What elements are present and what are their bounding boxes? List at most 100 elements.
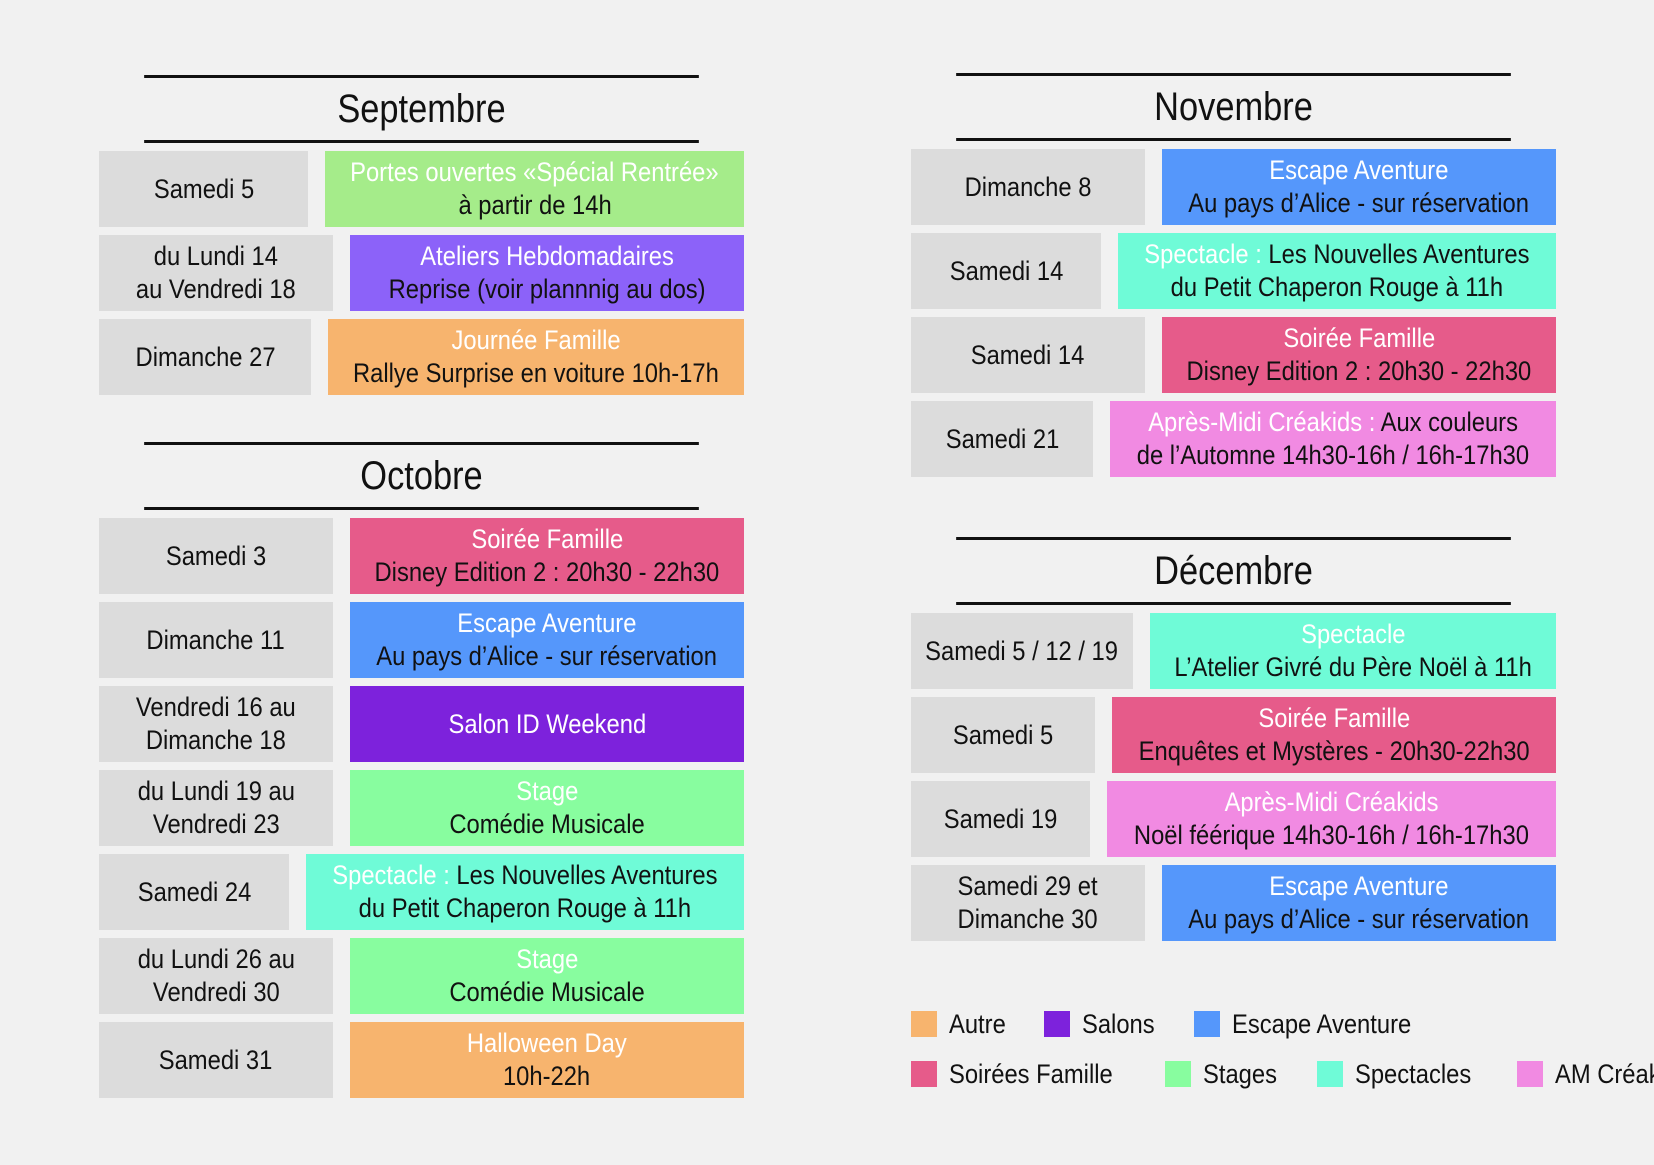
legend-swatch bbox=[1043, 1011, 1070, 1037]
event-text: Salon ID Weekend bbox=[448, 708, 646, 739]
legend-swatch bbox=[1317, 1061, 1344, 1087]
event-date: Dimanche 11 bbox=[99, 602, 333, 678]
event-block: Ateliers Hebdomadaires Reprise (voir plan… bbox=[350, 235, 744, 311]
event-line: Rallye Surprise en voiture 10h-17h bbox=[353, 357, 719, 390]
event-line: Spectacle : Les Nouvelles Aventures bbox=[333, 859, 718, 892]
event-text: Escape Aventure bbox=[1269, 871, 1449, 901]
event-row: du Lundi 26 au Vendredi 30 Stage Comédie Mu… bbox=[99, 938, 744, 1014]
event-date-line: Dimanche 27 bbox=[135, 341, 276, 372]
event-date-line: Samedi 14 bbox=[971, 339, 1085, 370]
event-row: Samedi 5 Portes ouvertes «Spécial Rentrée… bbox=[99, 151, 744, 227]
event-date-line: Samedi 31 bbox=[159, 1044, 273, 1075]
event-row: Samedi 29 et Dimanche 30 Escape Aventure Au… bbox=[911, 865, 1556, 941]
event-text: L’Atelier Givré du Père Noël à 11h bbox=[1174, 652, 1532, 682]
event-date-line: Samedi 29 et bbox=[957, 871, 1099, 901]
month-title: Novembre bbox=[956, 73, 1511, 141]
event-row: du Lundi 19 au Vendredi 23 Stage Comédie Mu… bbox=[99, 770, 744, 846]
event-date-line: Dimanche 18 bbox=[145, 725, 286, 755]
month-title-text: Septembre bbox=[337, 87, 506, 131]
event-text: Spectacle : bbox=[1144, 239, 1269, 269]
event-text: à partir de 14h bbox=[458, 190, 612, 220]
event-text: Portes ouvertes «Spécial Rentrée» bbox=[350, 157, 719, 187]
event-line: Disney Edition 2 : 20h30 - 22h30 bbox=[1187, 355, 1532, 388]
legend-item: Salons bbox=[1043, 1009, 1165, 1040]
event-line: Portes ouvertes «Spécial Rentrée» bbox=[350, 156, 719, 189]
event-date: du Lundi 26 au Vendredi 30 bbox=[99, 938, 333, 1014]
section-octobre: Octobre Samedi 3 Soirée Famille Disney Edit… bbox=[99, 442, 744, 1106]
event-date: Samedi 3 bbox=[99, 518, 333, 594]
event-date-line: au Vendredi 18 bbox=[136, 274, 296, 304]
event-block: Stage Comédie Musicale bbox=[350, 770, 744, 846]
event-line: Au pays d’Alice - sur réservation bbox=[1189, 187, 1530, 220]
event-line: Stage bbox=[516, 775, 578, 808]
event-date: Samedi 5 / 12 / 19 bbox=[911, 613, 1133, 689]
event-date: Samedi 5 bbox=[911, 697, 1095, 773]
legend-swatch bbox=[1194, 1011, 1221, 1037]
event-text: Après-Midi Créakids : bbox=[1148, 407, 1381, 437]
event-date-line: Samedi 3 bbox=[165, 540, 267, 571]
event-row: Samedi 5 / 12 / 19 Spectacle L’Atelier Giv… bbox=[911, 613, 1556, 689]
month-title-text: Novembre bbox=[1154, 85, 1313, 129]
event-date-line: Vendredi 16 au bbox=[136, 692, 296, 722]
event-line: de l’Automne 14h30-16h / 16h-17h30 bbox=[1137, 439, 1529, 472]
event-date: Samedi 29 et Dimanche 30 bbox=[911, 865, 1145, 941]
event-date-line: Samedi 24 bbox=[137, 876, 251, 907]
event-row: Samedi 5 Soirée Famille Enquêtes et Mystèr… bbox=[911, 697, 1556, 773]
legend-item: Escape Aventure bbox=[1194, 1009, 1436, 1040]
event-line: Après-Midi Créakids bbox=[1225, 786, 1439, 819]
month-title: Décembre bbox=[956, 537, 1511, 605]
event-date-line: Dimanche 30 bbox=[957, 904, 1098, 934]
event-row: du Lundi 14 au Vendredi 18 Ateliers Hebdom… bbox=[99, 235, 744, 311]
event-text: Escape Aventure bbox=[457, 608, 637, 638]
event-text: Aux couleurs bbox=[1380, 407, 1518, 437]
event-row: Samedi 24 Spectacle : Les Nouvelles Avent… bbox=[99, 854, 744, 930]
event-date: Samedi 14 bbox=[911, 317, 1145, 393]
event-row: Samedi 14 Soirée Famille Disney Edition 2 … bbox=[911, 317, 1556, 393]
event-text: Rallye Surprise en voiture 10h-17h bbox=[353, 358, 720, 388]
event-line: Spectacle : Les Nouvelles Aventures bbox=[1145, 238, 1530, 271]
event-block: Escape Aventure Au pays d’Alice - sur rés… bbox=[1162, 149, 1556, 225]
event-row: Dimanche 8 Escape Aventure Au pays d’Alice… bbox=[911, 149, 1556, 225]
event-date: du Lundi 14 au Vendredi 18 bbox=[99, 235, 333, 311]
event-line: Disney Edition 2 : 20h30 - 22h30 bbox=[375, 556, 720, 589]
event-text: Reprise (voir plannnig au dos) bbox=[388, 274, 706, 304]
event-date: Samedi 5 bbox=[99, 151, 309, 227]
event-text: Halloween Day bbox=[467, 1028, 627, 1058]
event-date: Samedi 31 bbox=[99, 1022, 333, 1098]
event-row: Samedi 31 Halloween Day 10h-22h bbox=[99, 1022, 744, 1098]
event-date-line: Samedi 19 bbox=[943, 803, 1058, 834]
event-date: Samedi 21 bbox=[911, 401, 1094, 477]
event-text: Spectacle : bbox=[332, 860, 457, 890]
event-text: Spectacle bbox=[1300, 619, 1406, 649]
event-date-line: du Lundi 14 bbox=[153, 241, 279, 271]
event-block: Escape Aventure Au pays d’Alice - sur rés… bbox=[1162, 865, 1556, 941]
event-text: Enquêtes et Mystères - 20h30-22h30 bbox=[1138, 736, 1530, 766]
event-block: Stage Comédie Musicale bbox=[350, 938, 744, 1014]
event-line: à partir de 14h bbox=[458, 189, 611, 222]
event-text: Les Nouvelles Aventures bbox=[456, 860, 718, 890]
event-block: Soirée Famille Enquêtes et Mystères - 20h… bbox=[1111, 697, 1556, 773]
event-line: Escape Aventure bbox=[1269, 154, 1448, 187]
event-row: Vendredi 16 au Dimanche 18 Salon ID Weeken… bbox=[99, 686, 744, 762]
event-block: Après-Midi Créakids Noël féérique 14h30-1… bbox=[1107, 781, 1556, 857]
event-line: Enquêtes et Mystères - 20h30-22h30 bbox=[1138, 735, 1529, 768]
legend-swatch bbox=[1517, 1061, 1544, 1087]
event-text: Les Nouvelles Aventures bbox=[1268, 239, 1530, 269]
event-date-line: Samedi 5 / 12 / 19 bbox=[925, 635, 1119, 666]
event-block: Spectacle : Les Nouvelles Aventures du Pe… bbox=[1118, 233, 1556, 309]
legend-label: Stages bbox=[1203, 1058, 1278, 1089]
event-line: Après-Midi Créakids : Aux couleurs bbox=[1148, 406, 1518, 439]
event-text: Disney Edition 2 : 20h30 - 22h30 bbox=[374, 557, 720, 587]
event-date-line: Vendredi 30 bbox=[152, 977, 280, 1007]
event-text: du Petit Chaperon Rouge à 11h bbox=[1170, 272, 1504, 302]
event-date-line: Dimanche 8 bbox=[964, 171, 1092, 202]
event-date: Samedi 14 bbox=[911, 233, 1102, 309]
legend-swatch bbox=[911, 1011, 937, 1037]
event-row: Samedi 3 Soirée Famille Disney Edition 2 :… bbox=[99, 518, 744, 594]
event-line: Soirée Famille bbox=[471, 523, 623, 556]
legend-row: Autre Salons Escape Aventure bbox=[911, 1006, 1611, 1042]
event-date-line: Dimanche 11 bbox=[146, 624, 286, 655]
event-line: Escape Aventure bbox=[457, 607, 636, 640]
event-text: Soirée Famille bbox=[471, 524, 623, 554]
event-line: Stage bbox=[516, 943, 578, 976]
